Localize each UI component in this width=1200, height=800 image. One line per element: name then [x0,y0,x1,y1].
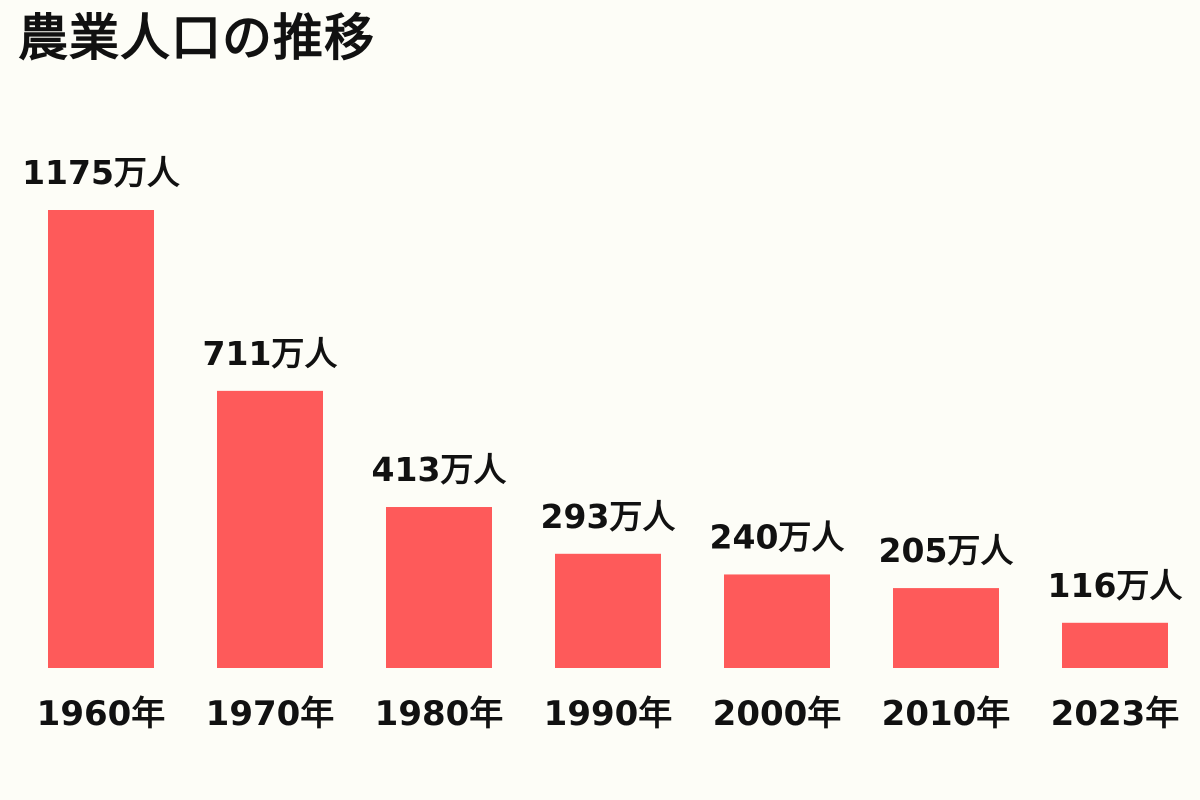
value-label-6: 116万人 [1048,566,1183,605]
bar-5 [893,588,999,668]
bar-3 [555,553,661,668]
value-label-0: 1175万人 [22,153,180,192]
value-label-1: 711万人 [203,334,338,373]
value-label-3: 293万人 [541,497,676,536]
value-label-4: 240万人 [710,517,845,556]
tick-labels-layer: 1960年 1970年 1980年 1990年 2000年 2010年 2023年 [37,694,1180,734]
x-tick-label-6: 2023年 [1051,694,1180,734]
x-tick-label-0: 1960年 [37,694,166,734]
bar-0 [48,210,154,668]
bar-1 [217,390,323,668]
x-tick-label-1: 1970年 [206,694,335,734]
value-label-5: 205万人 [879,531,1014,570]
x-tick-label-5: 2010年 [882,694,1011,734]
value-label-2: 413万人 [372,450,507,489]
x-tick-label-3: 1990年 [544,694,673,734]
bar-2 [386,507,492,668]
value-labels-layer: 1175万人 711万人 413万人 293万人 240万人 205万人 116万人 [22,153,1182,605]
bar-6 [1062,622,1168,668]
x-tick-label-2: 1980年 [375,694,504,734]
x-tick-label-4: 2000年 [713,694,842,734]
chart-title: 農業人口の推移 [18,9,375,67]
bar-4 [724,574,830,668]
bars-layer [48,210,1168,668]
